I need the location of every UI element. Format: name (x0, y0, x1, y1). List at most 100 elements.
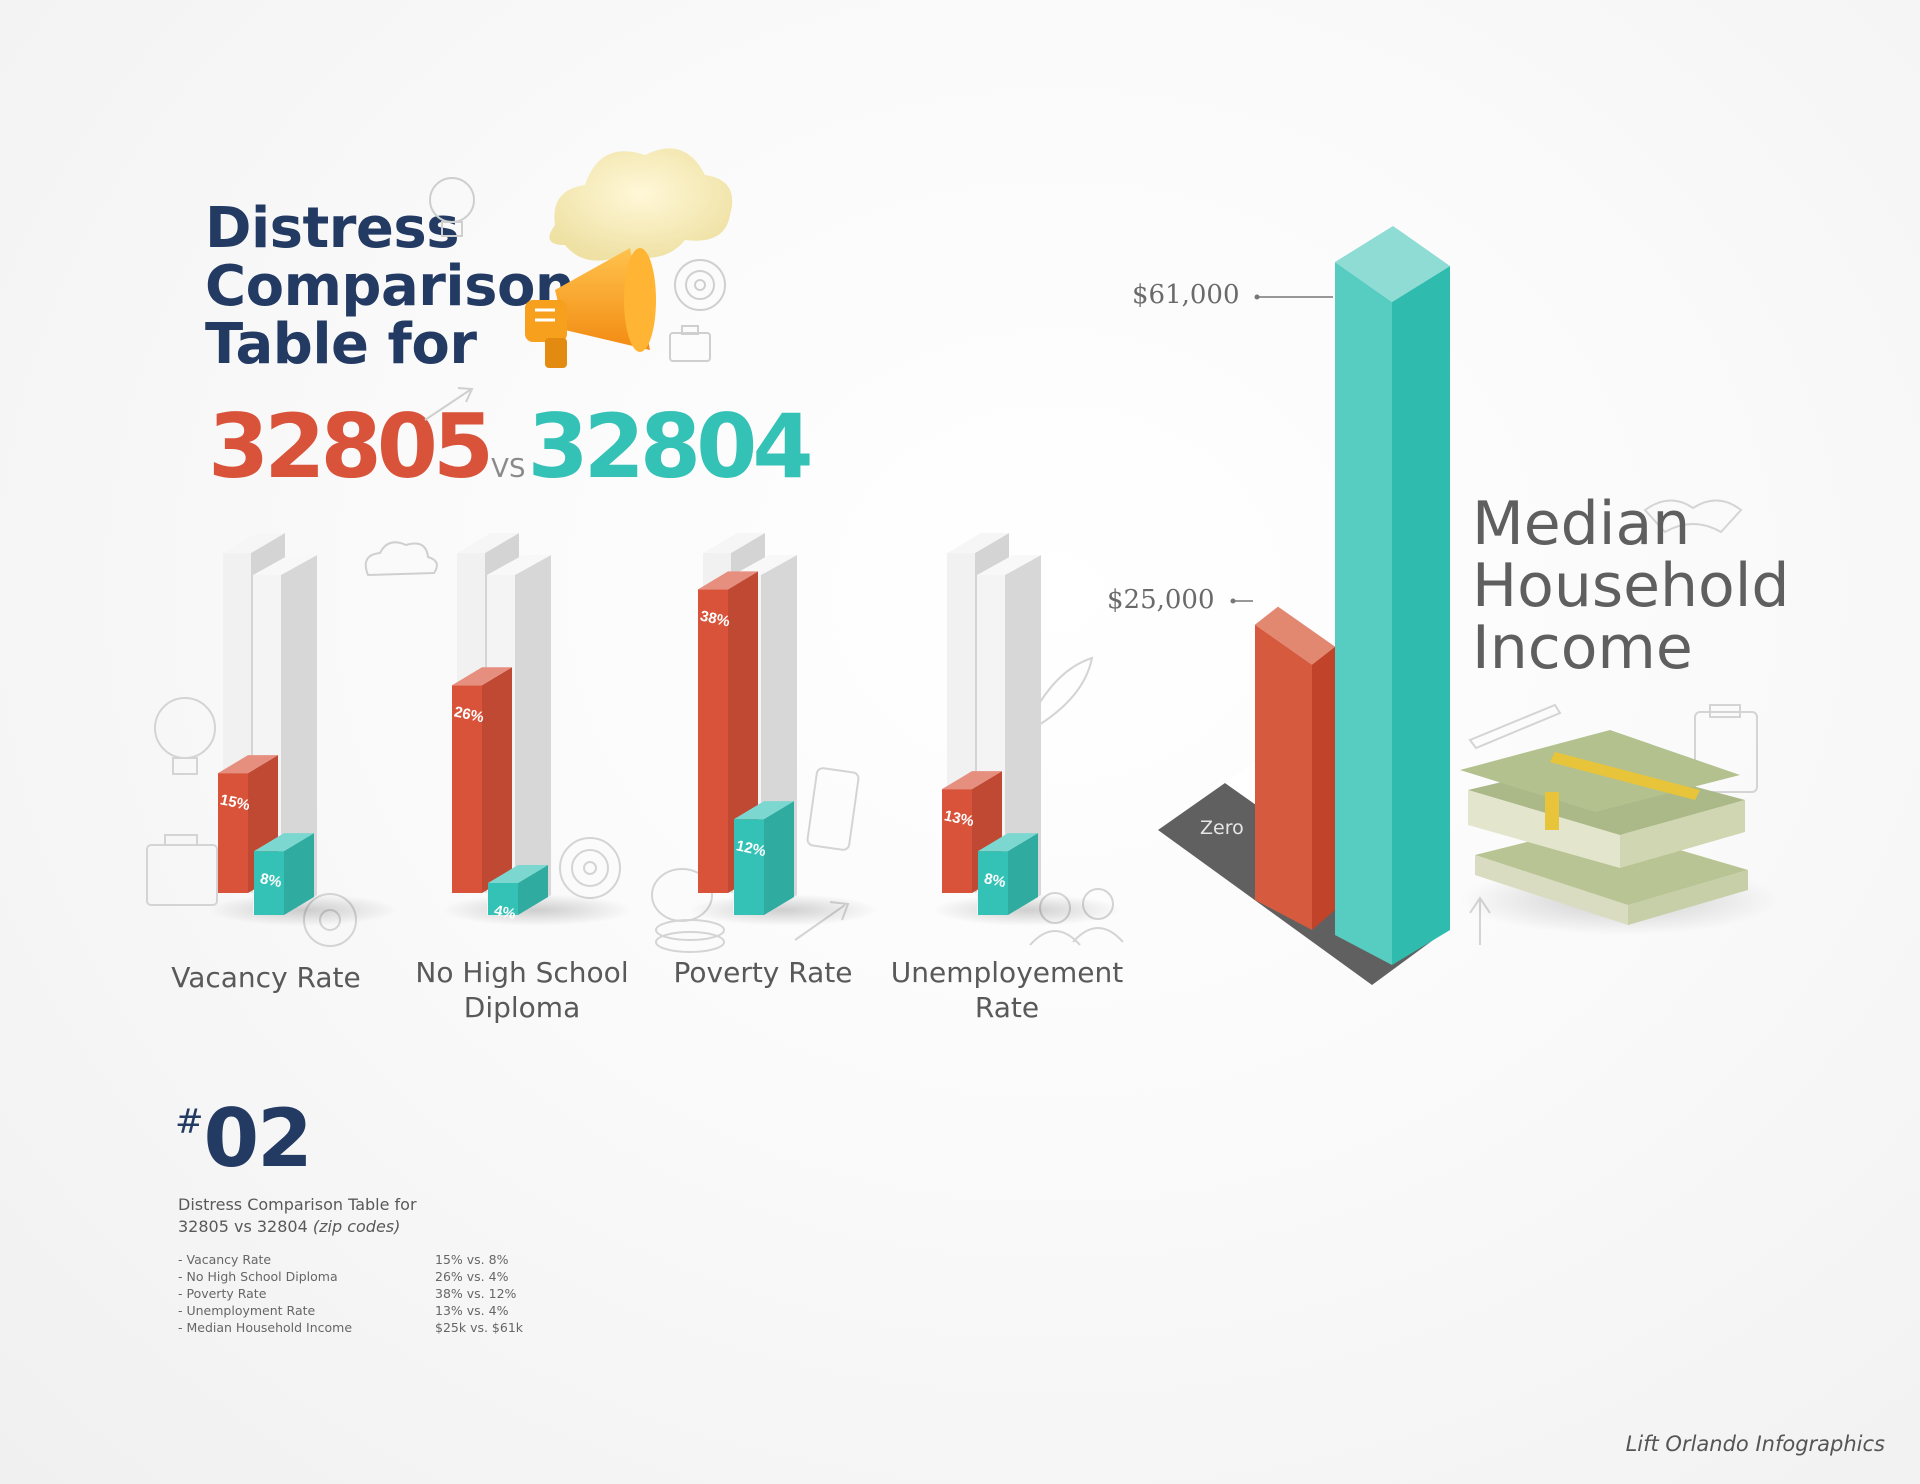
bar-32804-top (254, 833, 314, 852)
page-title: Distress Comparison Table for (205, 196, 575, 377)
money-stack-icon (1460, 730, 1780, 935)
bar-32805-front (218, 773, 248, 893)
income-bar-32805-front (1255, 624, 1312, 930)
category-label-line: Poverty Rate (673, 956, 853, 989)
summary-note: Distress Comparison Table for 32805 vs 3… (178, 1194, 417, 1238)
bar-32805-top (218, 755, 278, 774)
ghost-bar-top (947, 533, 1009, 553)
title-line: Comparison (205, 254, 575, 319)
ghost-bar-top (487, 555, 551, 575)
section-number-value: 02 (203, 1092, 313, 1185)
ghost-bar-top (223, 533, 285, 553)
ghost-bar-top (703, 533, 765, 553)
ghost-bar-top (733, 555, 797, 575)
bar-value-label: 13% (942, 807, 975, 830)
bar-value-label: 4% (493, 902, 518, 923)
category-label: Unemployement Rate (887, 955, 1127, 1025)
category-label-line: No High School (415, 956, 629, 989)
bar-32805-top (452, 667, 512, 686)
bar-value-label: 26% (452, 703, 485, 726)
summary-row-label: - Unemployment Rate (178, 1303, 316, 1318)
bar-value-label: 8% (259, 870, 284, 891)
bar-32804-side (518, 865, 548, 915)
zip-comparison: 32805VS32804 (208, 395, 814, 498)
category-label-line: Unemployement (890, 956, 1124, 989)
ghost-bar-side (515, 555, 551, 915)
ghost-bar-side (1005, 555, 1041, 915)
note-title: Distress Comparison Table for (178, 1195, 417, 1214)
summary-row-value: 15% vs. 8% (435, 1252, 509, 1267)
income-title-line: Income (1472, 613, 1693, 683)
summary-row-label: - No High School Diploma (178, 1269, 338, 1284)
title-line: Distress (205, 196, 460, 261)
category-label: No High School Diploma (402, 955, 642, 1025)
income-bar-32805-side (1312, 646, 1335, 930)
bar-group: 38% 12% (688, 533, 878, 926)
income-value-label: $25,000 (1107, 585, 1215, 615)
phone-icon (806, 767, 860, 851)
bar-value-label: 15% (218, 791, 251, 814)
income-title-line: Median (1472, 489, 1691, 559)
summary-row-value: 13% vs. 4% (435, 1303, 509, 1318)
bar-32805-front (452, 685, 482, 893)
ghost-bar-top (253, 555, 317, 575)
bar-group: 26% 4% (442, 533, 632, 926)
coins-icon (651, 868, 725, 953)
baseline-label: Zero (1200, 817, 1244, 839)
bar-32804-side (1008, 833, 1038, 915)
bar-32804-side (284, 833, 314, 915)
bar-32805-top (698, 571, 758, 590)
bar-32805-front (942, 789, 972, 893)
bar-32804-side (764, 801, 794, 915)
cloud-icon (549, 148, 733, 261)
summary-row: - Median Household Income $25k vs. $61k (178, 1320, 538, 1337)
category-label-line: Rate (974, 991, 1040, 1024)
bar-32805-side (482, 667, 512, 893)
clipboard-icon (1694, 704, 1758, 793)
target-icon (559, 837, 621, 899)
section-number: #02 (175, 1092, 313, 1185)
ghost-bar-top (977, 555, 1041, 575)
bar-value-label: 12% (734, 837, 767, 860)
arrow-icon (424, 387, 474, 421)
summary-row-label: - Vacancy Rate (178, 1252, 272, 1267)
title-line: Table for (205, 312, 477, 377)
category-label: Poverty Rate (643, 955, 883, 990)
note-subtitle-qualifier: (zip codes) (312, 1217, 401, 1236)
category-label: Vacancy Rate (146, 960, 386, 995)
income-title-line: Household (1472, 551, 1790, 621)
summary-row-label: - Median Household Income (178, 1320, 353, 1335)
summary-row-value: 26% vs. 4% (435, 1269, 509, 1284)
lightbulb-icon (154, 697, 216, 775)
income-bar-32804-side (1392, 266, 1450, 965)
vs-label: VS (491, 454, 526, 484)
income-chart (1158, 226, 1450, 985)
megaphone-icon (525, 248, 656, 368)
note-subtitle: 32805 vs 32804 (zip codes) (178, 1216, 417, 1238)
income-bar-32804-top (1335, 226, 1450, 302)
summary-row: - Unemployment Rate 13% vs. 4% (178, 1303, 538, 1320)
bar-group: 15% 8% (208, 533, 398, 926)
lightbulb-icon (429, 177, 475, 237)
bar-32804-top (734, 801, 794, 820)
category-label-line: Diploma (463, 991, 581, 1024)
summary-row-value: $25k vs. $61k (435, 1320, 524, 1335)
income-value-label: $61,000 (1132, 280, 1240, 310)
zip-code-a: 32805 (208, 395, 494, 498)
bar-value-label: 8% (983, 870, 1008, 891)
cloud-icon (364, 541, 438, 577)
summary-list: - Vacancy Rate 15% vs. 8% - No High School… (178, 1252, 538, 1337)
target-icon (674, 259, 726, 311)
pen-icon (1468, 703, 1562, 750)
income-leader-dot (1230, 598, 1236, 604)
bar-value-label: 38% (698, 608, 731, 631)
bar-32804-front (978, 851, 1008, 915)
summary-row-value: 38% vs. 12% (435, 1286, 517, 1301)
bar-32804-front (254, 851, 284, 915)
bar-32804-top (488, 865, 548, 884)
briefcase-icon (146, 834, 218, 906)
ghost-bar-side (281, 555, 317, 915)
section-hash: # (175, 1102, 204, 1142)
income-chart-title: Median Household Income (1472, 493, 1790, 679)
